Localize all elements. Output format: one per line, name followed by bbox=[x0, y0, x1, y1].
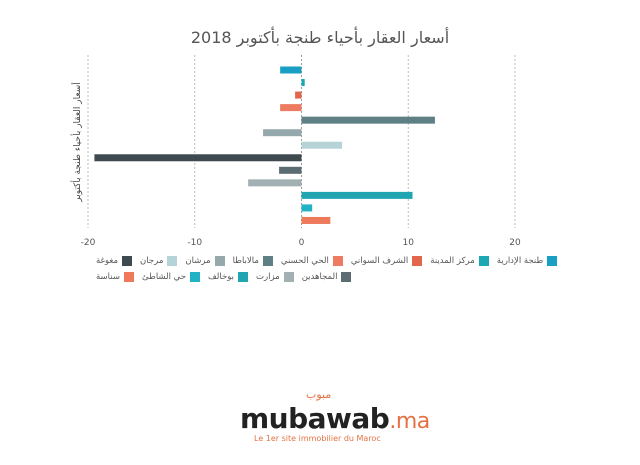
bar bbox=[94, 154, 302, 162]
logo-suffix: .ma bbox=[389, 409, 430, 434]
bar bbox=[301, 191, 413, 199]
x-tick-label: 10 bbox=[403, 238, 415, 248]
legend-label: طنجة الإدارية bbox=[496, 256, 544, 266]
logo-tagline: Le 1er site immobilier du Maroc bbox=[254, 434, 381, 443]
logo-arabic-text: مبوب bbox=[306, 388, 332, 401]
legend-item: المجاهدين bbox=[302, 272, 352, 282]
legend-swatch bbox=[412, 256, 423, 266]
legend-item: بوخالف bbox=[208, 272, 248, 282]
bar bbox=[280, 66, 302, 74]
legend-item: مالاباطا bbox=[233, 256, 273, 266]
legend-item: مركز المدينة bbox=[430, 256, 489, 266]
legend-swatch bbox=[262, 256, 273, 266]
legend-swatch bbox=[341, 272, 352, 282]
x-tick-label: -20 bbox=[81, 238, 96, 248]
x-tick-label: 0 bbox=[299, 238, 305, 248]
legend-swatch bbox=[237, 272, 248, 282]
legend-label: مغوغة bbox=[96, 256, 119, 266]
legend-label: بوخالف bbox=[207, 272, 234, 282]
legend-label: مالاباطا bbox=[232, 256, 259, 266]
legend-swatch bbox=[123, 272, 134, 282]
bar-chart-plot: -20 -10 0 10 20 bbox=[81, 55, 521, 248]
bar bbox=[279, 166, 302, 174]
bar bbox=[301, 79, 305, 87]
bar bbox=[301, 141, 343, 149]
chart-title: أسعار العقار بأحياء طنجة بأكتوبر 2018 bbox=[190, 28, 450, 47]
bar bbox=[248, 179, 302, 187]
legend-swatch bbox=[214, 256, 225, 266]
legend-label: المجاهدين bbox=[301, 272, 338, 282]
legend-label: مركز المدينة bbox=[430, 256, 475, 266]
legend-swatch bbox=[478, 256, 489, 266]
legend-label: مزارت bbox=[255, 272, 280, 282]
legend-swatch bbox=[283, 272, 294, 282]
bar bbox=[263, 129, 302, 137]
legend-item: حي الشاطئ bbox=[142, 272, 200, 282]
legend-label: حي الشاطئ bbox=[141, 272, 186, 282]
logo-word: mubawab bbox=[240, 402, 390, 435]
legend-label: مرشان bbox=[185, 256, 211, 266]
bar bbox=[295, 91, 302, 99]
x-tick-label: -10 bbox=[187, 238, 202, 248]
legend-item: مغوغة bbox=[96, 256, 133, 266]
legend-item: مرشان bbox=[185, 256, 225, 266]
legend-swatch bbox=[167, 256, 178, 266]
bar bbox=[280, 104, 302, 112]
legend-swatch bbox=[122, 256, 133, 266]
legend-swatch bbox=[547, 256, 558, 266]
bar bbox=[301, 116, 435, 124]
legend-item: الحي الحسني bbox=[281, 256, 343, 266]
legend-label: الشرف السواني bbox=[350, 256, 409, 266]
logo-wordmark: mubawab.ma bbox=[240, 402, 430, 435]
legend-item: سناسة bbox=[96, 272, 134, 282]
legend-swatch bbox=[189, 272, 200, 282]
x-tick-label: 20 bbox=[509, 238, 521, 248]
mubawab-logo: مبوب mubawab.ma Le 1er site immobilier d… bbox=[240, 388, 430, 448]
bar bbox=[301, 216, 331, 224]
legend-item: الشرف السواني bbox=[350, 256, 423, 266]
legend-swatch bbox=[332, 256, 343, 266]
legend-item: مزارت bbox=[256, 272, 294, 282]
legend-label: الحي الحسني bbox=[280, 256, 329, 266]
chart-legend: طنجة الإدارية مركز المدينة الشرف السواني ال… bbox=[88, 256, 558, 282]
legend-item: طنجة الإدارية bbox=[496, 256, 558, 266]
legend-label: مرجان bbox=[140, 256, 164, 266]
bar bbox=[301, 204, 313, 212]
legend-label: سناسة bbox=[96, 272, 120, 282]
legend-item: مرجان bbox=[140, 256, 178, 266]
